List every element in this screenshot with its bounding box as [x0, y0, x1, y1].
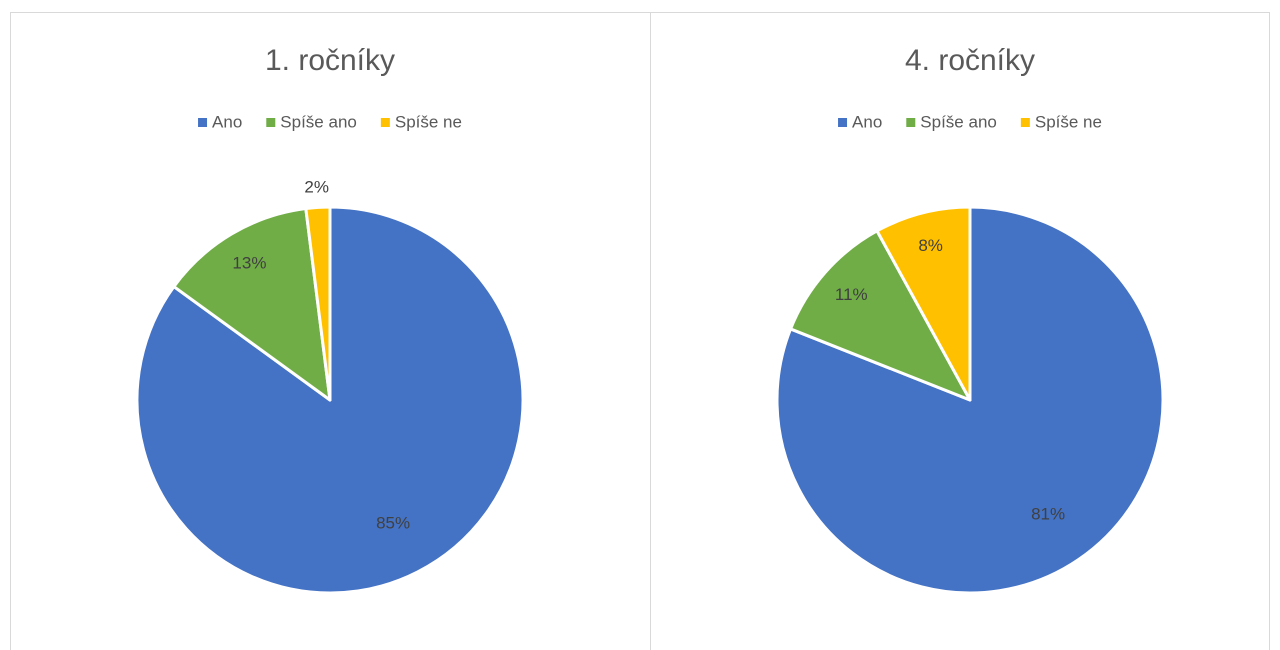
legend-label: Spíše ne: [1035, 112, 1102, 131]
data-label: 13%: [232, 253, 266, 272]
legend-marker: [380, 118, 390, 127]
pie-slice: [789, 229, 972, 402]
pie-slice: [875, 205, 972, 402]
legend-marker: [198, 118, 208, 127]
legend-marker: [906, 118, 916, 127]
legend-marker: [1020, 118, 1030, 127]
legend-marker: [266, 118, 276, 127]
data-label: 8%: [918, 236, 943, 255]
chart-title: 4. ročníky: [905, 44, 1035, 77]
legend-label: Ano: [212, 112, 242, 131]
data-label: 81%: [1031, 504, 1065, 523]
legend-label: Ano: [852, 112, 882, 131]
data-label: 2%: [304, 178, 329, 197]
legend-marker: [838, 118, 848, 127]
data-label: 11%: [835, 285, 868, 304]
legend-label: Spíše ne: [395, 112, 462, 131]
pie-slice: [304, 205, 332, 402]
legend-label: Spíše ano: [280, 112, 357, 131]
legend: Ano Spíše ano Spíše ne: [198, 112, 462, 131]
legend: Ano Spíše ano Spíše ne: [838, 112, 1102, 131]
data-label: 85%: [376, 513, 410, 532]
pie-slice: [172, 207, 332, 402]
chart-title: 1. ročníky: [265, 44, 395, 77]
panel-border: [650, 12, 1270, 650]
legend-label: Spíše ano: [920, 112, 997, 131]
